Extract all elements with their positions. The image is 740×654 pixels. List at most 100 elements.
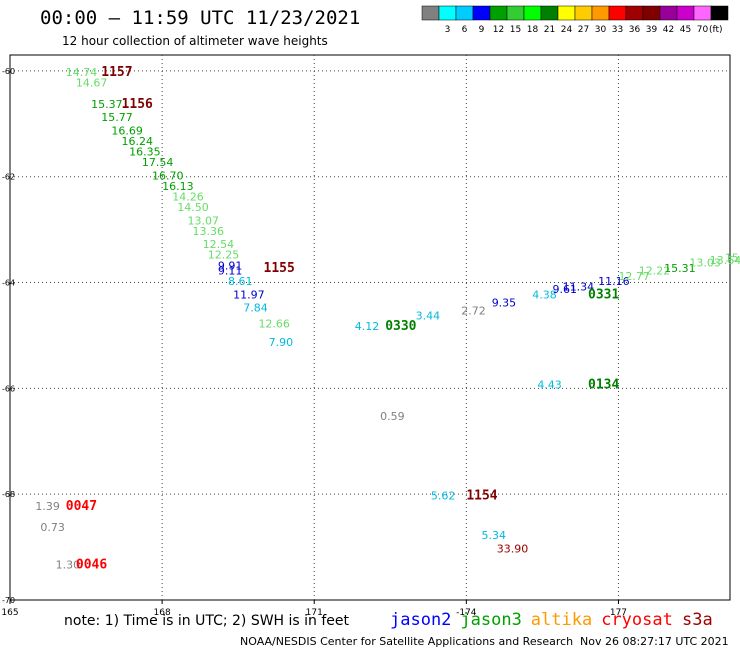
swh-point-label: 16.69: [111, 124, 143, 137]
scale-unit: (ft): [709, 25, 723, 35]
y-tick-label: -62: [2, 173, 15, 182]
swh-point-label: 0.73: [40, 521, 64, 534]
y-tick-label: -68: [2, 490, 15, 499]
swh-point-label: 8.61: [228, 275, 253, 288]
pass-time-label: 1154: [466, 488, 497, 503]
legend-s3a: s3a: [682, 610, 713, 630]
swh-point-label: 12.25: [208, 249, 240, 262]
swh-point-label: 0.59: [380, 410, 405, 423]
swh-point-label: 14.26: [172, 191, 204, 204]
swh-point-label: 1.39: [35, 500, 60, 513]
swh-point-label: 9.91: [218, 259, 243, 272]
swh-point-label: 9.35: [492, 296, 517, 309]
legend-cryosat: cryosat: [601, 610, 673, 630]
color-swatch: [523, 5, 542, 21]
color-swatch: [489, 5, 508, 21]
swh-point-label: 12.77: [618, 270, 650, 283]
swh-point-label: 4.43: [537, 378, 562, 391]
color-swatch: [591, 5, 610, 21]
swh-point-label: 16.13: [162, 180, 194, 193]
color-swatch: [625, 5, 644, 21]
swh-point-label: 13.07: [187, 214, 219, 227]
swh-point-label: 13.36: [193, 225, 225, 238]
swh-point-label: 13.64: [710, 254, 740, 267]
time-labels: 1157 1156 1155 0330 0331 0134 1154 0047 0046: [66, 65, 620, 572]
grid-lines: [10, 55, 730, 600]
swh-point-label: 2.72: [461, 304, 486, 317]
pass-time-label: 0047: [66, 499, 97, 514]
swh-point-label: 11.34: [563, 280, 595, 293]
swh-point-label: 12.22: [639, 265, 671, 278]
x-tick-label: -174: [456, 608, 477, 618]
legend-altika: altika: [531, 610, 592, 630]
swh-point-label: 33.90: [497, 542, 529, 555]
swh-point-label: 4.12: [355, 320, 380, 333]
scale-label: 30: [595, 25, 607, 35]
color-swatch: [421, 5, 440, 21]
scale-label: 36: [629, 25, 641, 35]
pass-time-label: 0134: [588, 377, 619, 392]
chart-subtitle: 12 hour collection of altimeter wave hei…: [62, 34, 328, 48]
pass-time-label: 0046: [76, 557, 107, 572]
footer-credit: NOAA/NESDIS Center for Satellite Applica…: [240, 635, 573, 648]
y-tick-label: -66: [2, 384, 15, 393]
swh-point-label: 9.61: [553, 283, 578, 296]
color-swatch: [455, 5, 474, 21]
y-tick-label: -70: [2, 596, 15, 605]
color-swatch: [693, 5, 712, 21]
swh-point-label: 1.30: [56, 558, 81, 571]
color-swatch: [540, 5, 559, 21]
color-swatch: [506, 5, 525, 21]
swh-point-label: 12.54: [203, 238, 235, 251]
pass-time-label: 0331: [588, 287, 619, 302]
color-swatch: [574, 5, 593, 21]
scale-label: 24: [561, 25, 573, 35]
satellite-legend: jason2 jason3 altika cryosat s3a: [390, 610, 713, 630]
color-swatch: [642, 5, 661, 21]
swh-point-label: 11.97: [233, 288, 264, 301]
y-tick-label: -60: [2, 67, 15, 76]
scale-label: 12: [493, 25, 504, 35]
plot-frame: [9, 54, 731, 601]
swh-point-label: 15.77: [101, 111, 133, 124]
scale-label: 27: [578, 25, 589, 35]
footer-note: note: 1) Time is in UTC; 2) SWH is in fe…: [64, 613, 350, 629]
chart-title: 00:00 – 11:59 UTC 11/23/2021: [40, 7, 360, 29]
scale-label: 39: [646, 25, 658, 35]
x-tick-label: 171: [306, 608, 323, 618]
swh-point-label: 11.16: [598, 275, 630, 288]
swh-point-label: 14.74: [66, 66, 98, 79]
scale-label: 45: [680, 25, 691, 35]
color-swatch: [676, 5, 695, 21]
color-swatch: [557, 5, 576, 21]
scale-label: 18: [527, 25, 539, 35]
x-tick-label: 165: [1, 608, 18, 618]
scale-label: 33: [612, 25, 623, 35]
color-swatch: [659, 5, 678, 21]
axis-ticks: 165 168 171 -174 177 -60 -62 -64 -66 -68 -70: [1, 67, 627, 618]
x-tick-label: 177: [610, 608, 627, 618]
scale-label: 15: [510, 25, 521, 35]
scale-label: 6: [462, 25, 468, 35]
color-scale: 3 6 9 12 15 18 21 24 27 30 33 36 39 42 45 70 (ft): [421, 5, 729, 35]
swh-point-label: 15.31: [664, 262, 696, 275]
swh-point-label: 7.90: [269, 336, 294, 349]
swh-point-label: 12.66: [258, 318, 290, 331]
swh-point-label: 14.67: [76, 77, 108, 90]
swh-point-label: 16.35: [129, 146, 161, 159]
swh-point-label: 15.37: [91, 98, 123, 111]
pass-time-label: 1155: [264, 261, 295, 276]
color-swatch: [710, 5, 729, 21]
pass-time-label: 0330: [385, 319, 416, 334]
x-tick-label: 168: [154, 608, 171, 618]
legend-jason2: jason2: [390, 610, 451, 630]
swh-point-label: 16.24: [122, 135, 153, 148]
swh-point-label: 16.70: [152, 169, 184, 182]
swh-point-label: 17.54: [142, 156, 174, 169]
swh-point-label: 5.62: [431, 489, 456, 502]
swh-point-label: 13.03: [689, 257, 721, 270]
